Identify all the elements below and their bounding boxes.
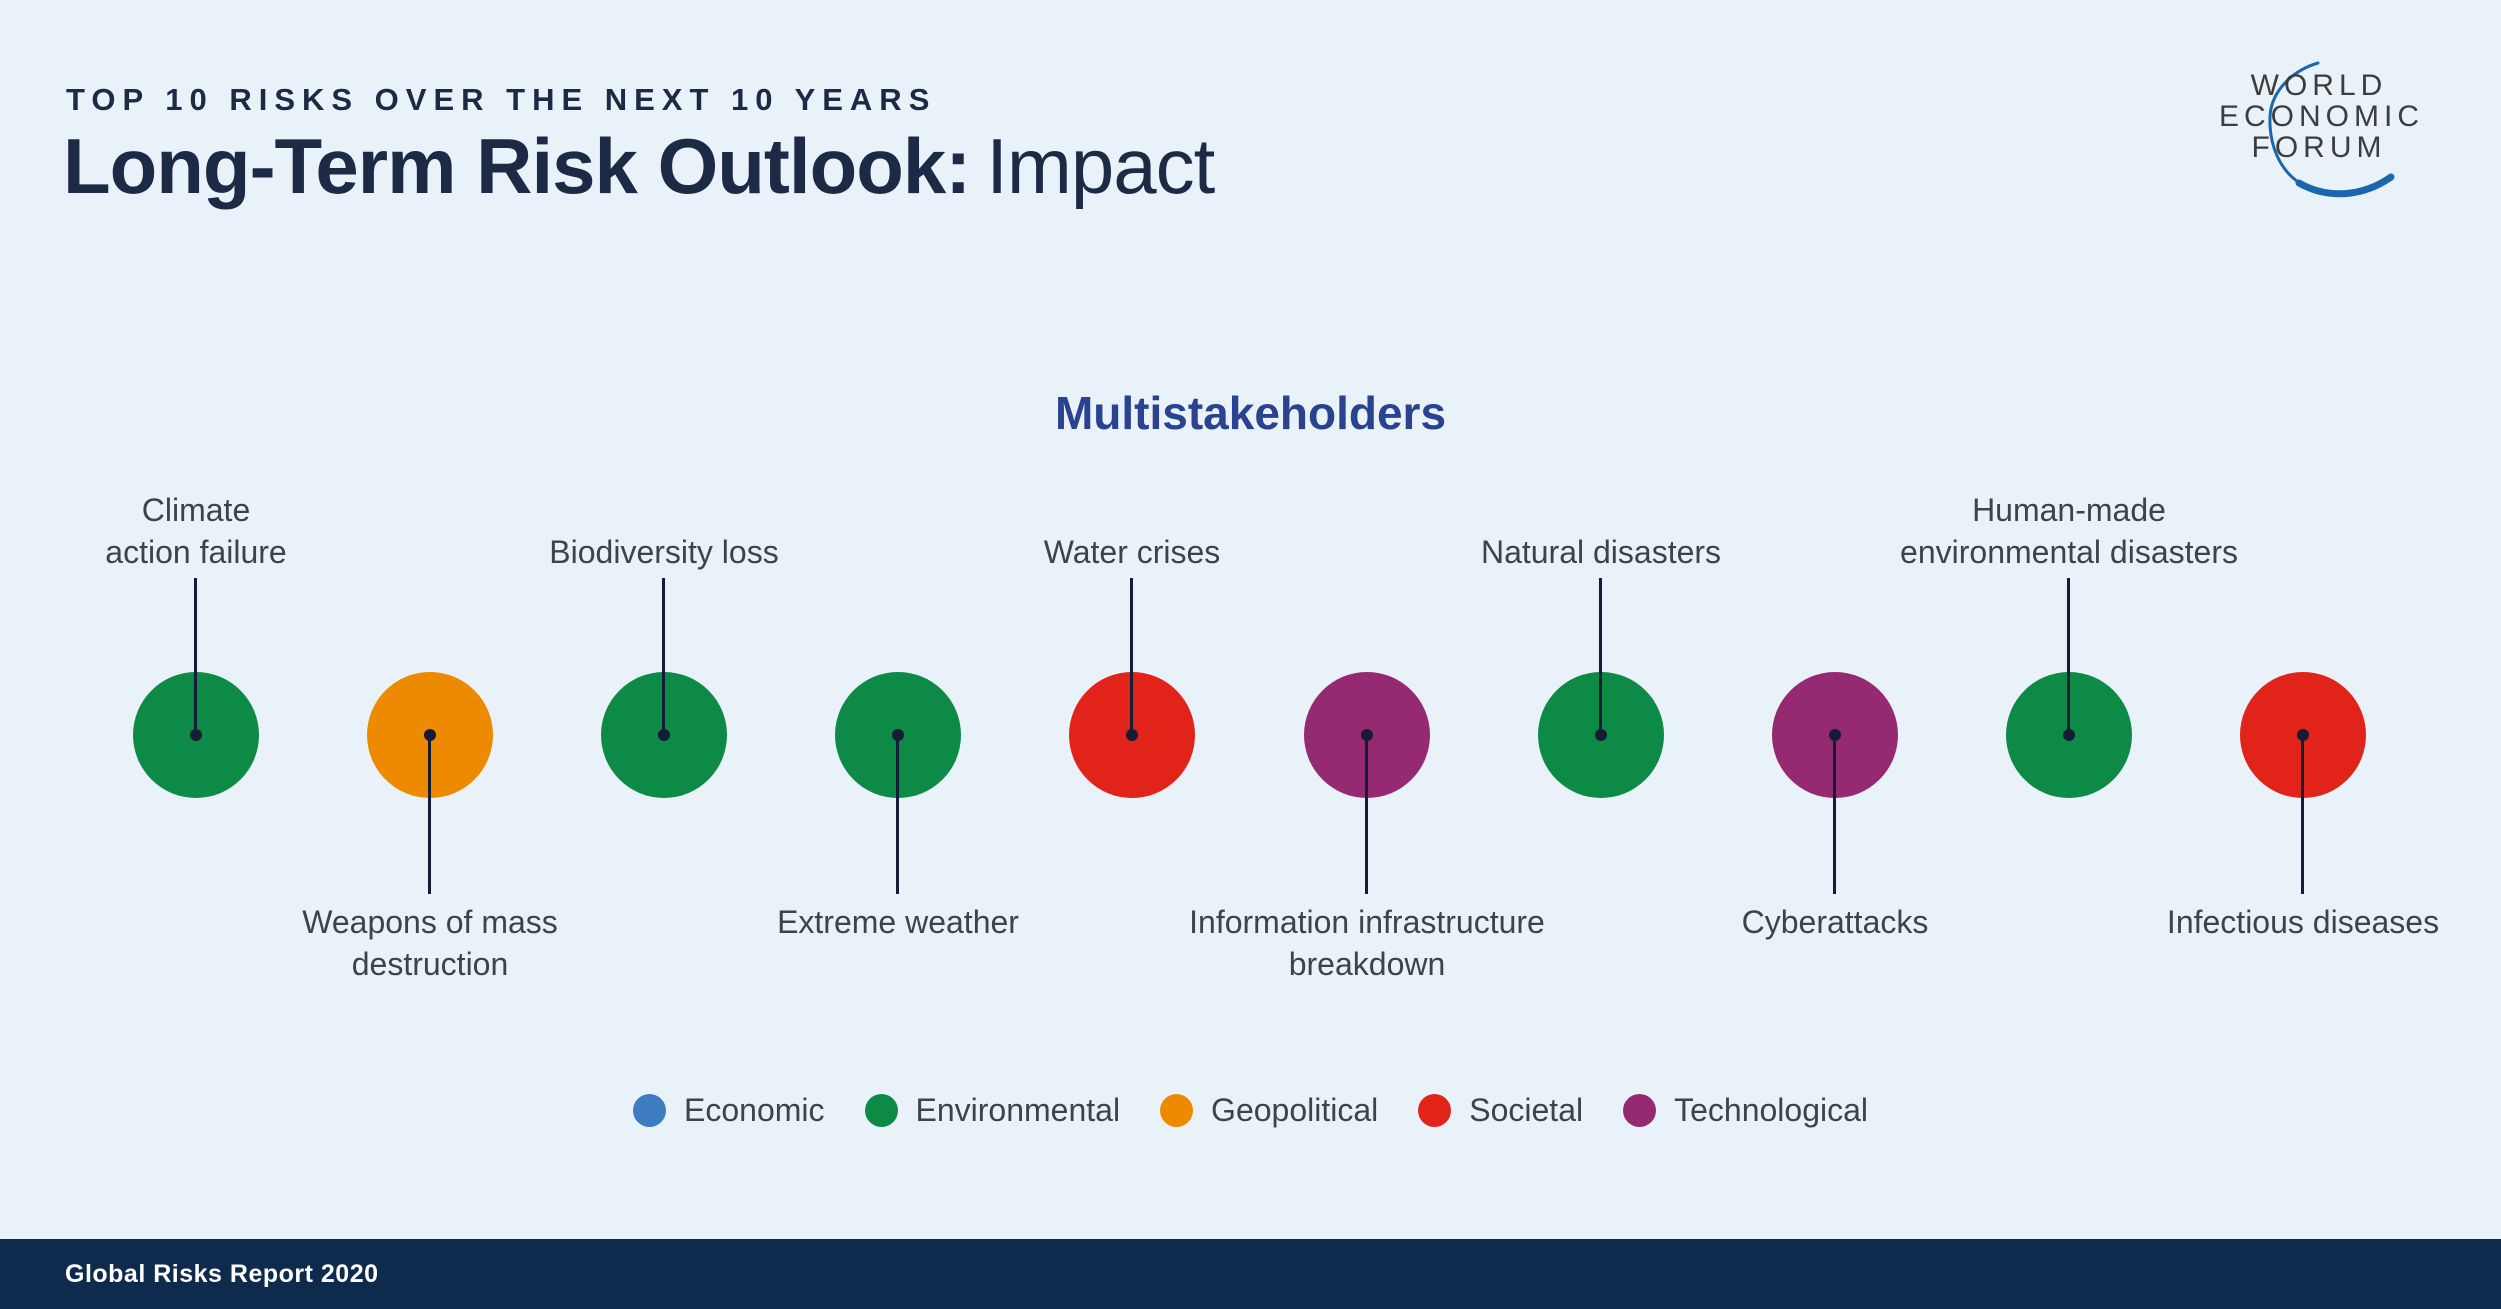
marker-center-dot: [658, 729, 670, 741]
legend-item-economic: Economic: [633, 1092, 825, 1129]
connector-line: [428, 735, 431, 894]
footer-report-name: Global Risks Report 2020: [65, 1259, 379, 1288]
risk-label: Infectious diseases: [2166, 904, 2440, 940]
wef-logo-wordmark: WORLD ECONOMIC FORUM: [2219, 70, 2419, 163]
wef-logo-word-1: WORLD: [2250, 69, 2388, 102]
marker-center-dot: [1829, 729, 1841, 741]
connector-line: [194, 578, 197, 735]
connector-line: [1599, 578, 1602, 735]
marker-center-dot: [1595, 729, 1607, 741]
report-eyebrow: TOP 10 RISKS OVER THE NEXT 10 YEARS: [66, 82, 937, 117]
risk-label: Biodiversity loss: [549, 534, 779, 570]
connector-line: [662, 578, 665, 735]
marker-center-dot: [424, 729, 436, 741]
risk-label: Cyberattacks: [1741, 904, 1929, 940]
risk-marker-circle: [1772, 672, 1898, 798]
risk-label: Natural disasters: [1480, 534, 1722, 570]
wef-logo-word-3: FORUM: [2251, 131, 2387, 164]
marker-center-dot: [892, 729, 904, 741]
footer-bar: Global Risks Report 2020: [0, 1239, 2501, 1309]
marker-center-dot: [1361, 729, 1373, 741]
risk-marker-circle: [2006, 672, 2132, 798]
risk-marker-circle: [601, 672, 727, 798]
legend-item-technological: Technological: [1623, 1092, 1868, 1129]
connector-line: [2301, 735, 2304, 894]
risk-marker-circle: [835, 672, 961, 798]
risk-label: Information infrastructure breakdown: [1189, 904, 1545, 982]
legend-item-societal: Societal: [1418, 1092, 1583, 1129]
wef-logo-word-2: ECONOMIC: [2219, 100, 2424, 133]
legend-label: Geopolitical: [1211, 1091, 1379, 1128]
legend-dot: [1623, 1093, 1657, 1127]
page-title-light: Impact: [986, 122, 1215, 210]
page-title: Long-Term Risk Outlook: Impact: [63, 122, 1215, 210]
connector-line: [896, 735, 899, 894]
legend-dot: [633, 1093, 666, 1127]
marker-center-dot: [2297, 729, 2309, 741]
risk-label: Water crises: [1043, 534, 1221, 570]
legend-dot: [864, 1093, 898, 1127]
group-title: Multistakeholders: [1054, 387, 1447, 439]
legend-label: Technological: [1674, 1091, 1868, 1128]
risk-marker-circle: [2240, 672, 2366, 798]
risk-marker-circle: [1069, 672, 1195, 798]
connector-line: [1833, 735, 1836, 894]
legend-item-geopolitical: Geopolitical: [1160, 1092, 1378, 1129]
connector-line: [2067, 578, 2070, 735]
risk-label: Weapons of mass destruction: [302, 904, 558, 982]
risk-label: Extreme weather: [777, 904, 1019, 940]
legend-dot: [1160, 1093, 1194, 1127]
marker-center-dot: [2063, 729, 2075, 741]
legend-label: Societal: [1469, 1091, 1584, 1128]
risk-marker-circle: [1538, 672, 1664, 798]
marker-center-dot: [190, 729, 202, 741]
wef-logo-arc-icon: [2268, 61, 2395, 198]
risk-label: Human-made environmental disasters: [1900, 492, 2238, 570]
marker-center-dot: [1126, 729, 1138, 741]
category-legend: Economic Environmental Geopolitical Soci…: [0, 1088, 2501, 1132]
risk-label: Climate action failure: [105, 492, 287, 570]
legend-item-environmental: Environmental: [864, 1091, 1121, 1129]
connector-line: [1130, 578, 1133, 735]
legend-label: Economic: [684, 1091, 825, 1128]
wef-logo: WORLD ECONOMIC FORUM: [2219, 40, 2419, 210]
connector-line: [1365, 735, 1368, 894]
risk-marker-circle: [1304, 672, 1430, 798]
legend-label: Environmental: [915, 1091, 1121, 1128]
legend-dot: [1418, 1093, 1452, 1127]
page-title-bold: Long-Term Risk Outlook:: [63, 122, 971, 210]
risk-marker-circle: [367, 672, 493, 798]
risk-marker-circle: [133, 672, 259, 798]
